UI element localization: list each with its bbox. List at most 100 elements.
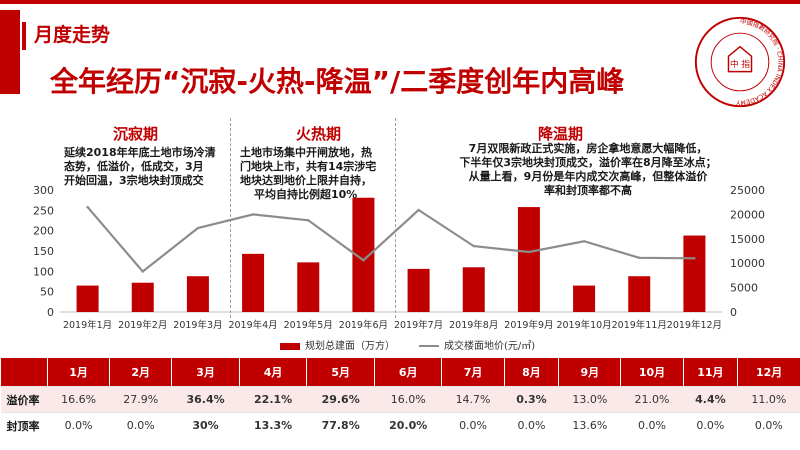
legend-bar-swatch <box>280 342 300 350</box>
legend-line-item: 成交楼面地价(元/㎡) <box>419 337 535 352</box>
price-point <box>638 256 641 260</box>
table-cell: 21.0% <box>620 386 684 413</box>
price-point <box>472 244 475 248</box>
phase-desc-quiet: 延续2018年年底土地市场冷清 态势，低溢价，低成交，3月 开始回温，3宗地块封顶成… <box>64 146 216 187</box>
table-month-header: 3月 <box>171 358 240 387</box>
table-month-header: 4月 <box>238 358 307 387</box>
bar <box>407 268 430 312</box>
table-month-header: 6月 <box>373 358 442 387</box>
page-title: 全年经历“沉寂-火热-降温”/二季度创年内高峰 <box>50 65 625 98</box>
legend-line-label: 成交楼面地价(元/㎡) <box>444 341 536 352</box>
table-cell: 20.0% <box>374 412 442 438</box>
table-cell: 16.6% <box>47 386 110 413</box>
bar <box>517 207 540 312</box>
bar <box>683 235 706 312</box>
x-tick-label: 2019年8月 <box>449 319 498 331</box>
price-line <box>86 206 695 274</box>
table-cell: 0.0% <box>504 412 559 438</box>
bar <box>76 285 99 312</box>
china-index-academy-logo: 中 指 中國指數研究院 · CHINA INDEX ACADEMY <box>694 16 786 108</box>
table-month-header: 2月 <box>109 358 172 387</box>
table-cell: 36.4% <box>171 386 240 413</box>
table-row-label: 溢价率 <box>0 386 48 413</box>
x-tick-label: 2019年2月 <box>118 319 167 331</box>
legend-line-swatch <box>419 345 439 347</box>
y-right-tick-label: 15000 <box>730 233 765 246</box>
table-cell: 0.0% <box>109 412 172 438</box>
table-cell: 22.1% <box>239 386 307 413</box>
bar <box>186 276 209 312</box>
y-left-tick-label: 250 <box>33 204 54 217</box>
table-cell: 77.8% <box>306 412 375 438</box>
y-right-tick-label: 20000 <box>730 208 765 221</box>
bar <box>462 267 485 312</box>
table-cell: 16.0% <box>374 386 442 413</box>
table-row-label: 封顶率 <box>0 412 48 438</box>
table-month-header: 10月 <box>620 358 684 387</box>
phase-divider-1 <box>230 118 231 318</box>
table-header-row: 1月 2月 3月 4月 5月 6月 7月 8月 9月 10月 11月 12月 <box>0 358 800 387</box>
table-cell: 13.3% <box>239 412 307 438</box>
y-left-tick-label: 200 <box>33 225 54 238</box>
legend-bar-item: 规划总建面（万方） <box>280 337 395 352</box>
y-right-tick-label: 25000 <box>730 184 765 197</box>
phase-title-hot: 火热期 <box>296 125 342 143</box>
x-tick-label: 2019年6月 <box>339 319 388 331</box>
y-left-tick-label: 100 <box>33 265 54 278</box>
table-cell: 14.7% <box>441 386 505 413</box>
phase-title-cooling: 降温期 <box>538 125 584 143</box>
price-point <box>86 205 89 209</box>
price-point <box>527 250 531 254</box>
bar <box>352 197 375 312</box>
table-month-header: 7月 <box>441 358 505 387</box>
x-tick-label: 2019年12月 <box>667 319 722 331</box>
phase-divider-2 <box>395 118 396 318</box>
price-point <box>362 259 365 262</box>
table-month-header: 5月 <box>306 358 375 387</box>
table-cell: 0.0% <box>683 412 738 438</box>
y-left-tick-label: 150 <box>33 245 54 258</box>
bar <box>297 262 320 312</box>
table-month-header: 12月 <box>737 358 800 387</box>
table-month-header: 11月 <box>682 358 738 387</box>
table-month-header: 1月 <box>46 358 110 387</box>
bar <box>242 253 265 312</box>
price-point <box>141 270 144 273</box>
table-month-header: 9月 <box>558 358 621 387</box>
phase-desc-cooling: 7月双限新政正式实施，房企拿地意愿大幅降低， 下半年仅3宗地块封顶成交，溢价率在8… <box>459 142 717 197</box>
bar <box>573 285 596 312</box>
x-tick-label: 2019年10月 <box>556 319 611 331</box>
price-point <box>251 213 255 216</box>
y-right-tick-label: 5000 <box>730 282 758 295</box>
table-cell: 0.0% <box>620 412 684 438</box>
table-row: 封顶率 0.0% 0.0% 30% 13.3% 77.8% 20.0% 0.0% 0.0% 13.… <box>0 412 800 438</box>
header-accent-block <box>0 10 20 94</box>
chart-legend: 规划总建面（万方） 成交楼面地价(元/㎡) <box>280 337 535 352</box>
table-cell: 11.0% <box>737 386 800 413</box>
y-right-tick-label: 10000 <box>730 257 765 270</box>
x-tick-label: 2019年5月 <box>284 319 333 331</box>
x-tick-label: 2019年9月 <box>504 319 553 331</box>
y-left-tick-label: 0 <box>47 306 54 319</box>
y-left-tick-label: 50 <box>40 286 54 299</box>
y-left-tick-label: 300 <box>33 184 54 197</box>
x-tick-label: 2019年1月 <box>63 319 112 331</box>
x-tick-label: 2019年7月 <box>394 319 443 331</box>
table-cell: 13.6% <box>558 412 621 438</box>
table-cell: 27.9% <box>109 386 172 413</box>
table-cell: 29.6% <box>306 386 375 413</box>
table-cell: 4.4% <box>683 386 738 413</box>
monthly-chart: 0 50 100 150 200 250 300 0 5000 10000 15000 20000 25… <box>33 184 765 331</box>
x-tick-label: 2019年11月 <box>612 319 667 331</box>
price-point <box>582 240 586 243</box>
table-cell: 0.0% <box>441 412 505 438</box>
price-point <box>307 219 310 222</box>
section-kicker: 月度走势 <box>34 24 111 46</box>
table-cell: 0.0% <box>47 412 110 438</box>
bar <box>628 276 651 312</box>
header-accent-stripe <box>22 22 26 50</box>
phase-desc-hot: 土地市场集中开闸放地，热 门地块上市，共有14宗涉宅 地块达到地价上限并自持， 平均自… <box>240 146 377 201</box>
table-month-header: 8月 <box>503 358 559 387</box>
svg-text:中 指: 中 指 <box>730 58 750 70</box>
table-row: 溢价率 16.6% 27.9% 36.4% 22.1% 29.6% 16.0% 14.7% 0.… <box>0 386 800 413</box>
